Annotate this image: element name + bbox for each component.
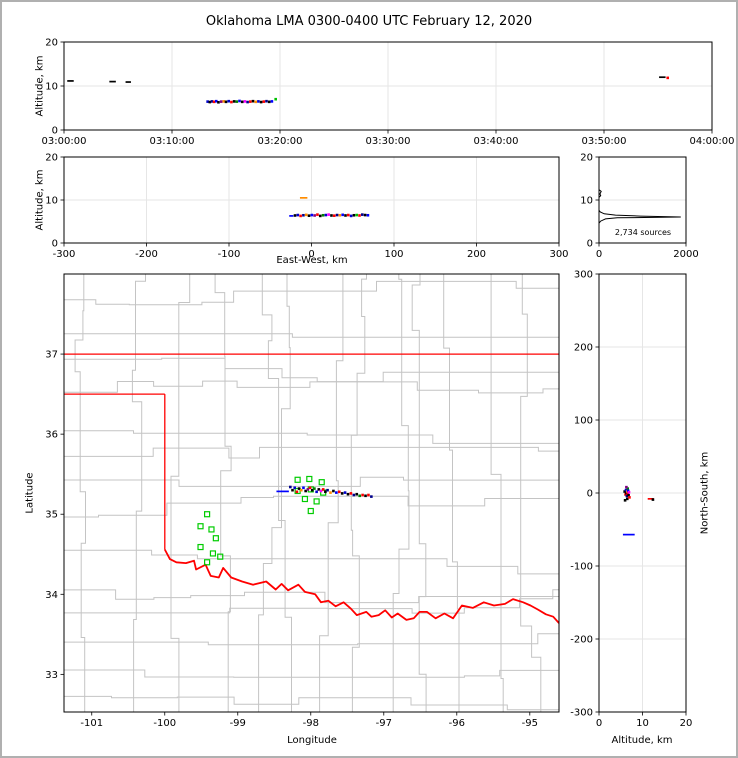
svg-text:0: 0	[52, 126, 58, 137]
alt_histogram-content	[599, 189, 686, 224]
svg-text:-300: -300	[53, 249, 76, 260]
ew_height-content	[64, 157, 559, 243]
svg-text:04:00:00: 04:00:00	[690, 136, 735, 147]
station-marker-icon	[318, 479, 325, 486]
svg-text:-300: -300	[570, 708, 593, 719]
svg-text:-100: -100	[218, 249, 241, 260]
svg-text:0: 0	[308, 249, 314, 260]
red-river-border	[164, 549, 559, 624]
svg-text:20: 20	[45, 38, 58, 49]
svg-text:0: 0	[596, 718, 602, 729]
svg-text:20: 20	[580, 153, 593, 164]
axis-label-north-south: North-South, km	[699, 451, 711, 535]
svg-text:35: 35	[45, 510, 58, 521]
plan_view-points	[289, 485, 373, 498]
station-marker-icon	[203, 511, 211, 518]
station-marker-icon	[313, 498, 320, 505]
svg-text:-100: -100	[153, 718, 176, 729]
ticks: 03:00:00 03:10:00 03:20:00 03:30:00 03:40:00…	[42, 38, 735, 148]
source-count-annotation: 2,734 sources	[614, 228, 672, 237]
gridlines	[64, 157, 559, 243]
station-marker-icon	[217, 553, 224, 560]
county-boundaries	[64, 274, 559, 712]
ticks: -101 -100 -99 -98 -97 -96 -95 33 34 35 36 37	[45, 350, 538, 729]
axis-label-east-west: East-West, km	[276, 255, 348, 266]
svg-text:10: 10	[580, 196, 593, 207]
svg-text:03:00:00: 03:00:00	[42, 136, 87, 147]
station-marker-icon	[197, 523, 204, 530]
plan_view-content	[64, 274, 559, 712]
axis-label-altitude-top: Altitude, km	[34, 55, 46, 117]
gridlines	[64, 42, 712, 130]
svg-text:300: 300	[549, 249, 568, 260]
svg-text:200: 200	[467, 249, 486, 260]
ticks: -300 -200 -100 0 100 200 300 0 10 20	[45, 153, 568, 261]
svg-text:0: 0	[587, 489, 593, 500]
ns_height-points	[623, 485, 655, 502]
ticks: 0 10 20 300 200 100 0 -100 -200 -300	[570, 270, 692, 730]
gridlines	[599, 274, 686, 712]
panel-alt_histogram: 0 2000 0 10 20	[580, 153, 698, 261]
svg-text:-96: -96	[449, 718, 465, 729]
station-marker-icon	[209, 550, 217, 557]
svg-text:-99: -99	[230, 718, 246, 729]
svg-text:10: 10	[636, 718, 649, 729]
svg-text:300: 300	[574, 270, 593, 281]
svg-text:0: 0	[52, 239, 58, 250]
station-marker-icon	[208, 526, 215, 533]
station-marker-icon	[197, 543, 204, 551]
time_height-content	[64, 42, 712, 130]
svg-text:03:40:00: 03:40:00	[474, 136, 519, 147]
svg-text:03:10:00: 03:10:00	[150, 136, 195, 147]
axis-label-latitude: Latitude	[24, 472, 36, 514]
svg-text:-98: -98	[303, 718, 319, 729]
svg-text:34: 34	[45, 590, 58, 601]
ticks: 0 2000 0 10 20	[580, 153, 698, 261]
svg-text:0: 0	[587, 239, 593, 250]
ew_height-points	[293, 213, 370, 218]
svg-text:-200: -200	[135, 249, 158, 260]
ns_height-content	[599, 274, 686, 712]
svg-text:03:20:00: 03:20:00	[258, 136, 303, 147]
figure-title: Oklahoma LMA 0300-0400 UTC February 12, …	[205, 14, 533, 29]
station-marker-icon	[203, 559, 211, 566]
station-marker-icon	[294, 476, 301, 483]
svg-text:2000: 2000	[673, 249, 698, 260]
axis-label-altitude-ew: Altitude, km	[34, 169, 46, 231]
svg-text:-97: -97	[376, 718, 392, 729]
station-marker-icon	[212, 535, 219, 542]
svg-text:-95: -95	[522, 718, 538, 729]
axis-label-longitude: Longitude	[287, 735, 337, 746]
panel-plan_view: -101 -100 -99 -98 -97 -96 -95 33 34 35 36 37	[45, 273, 560, 729]
svg-text:36: 36	[45, 430, 58, 441]
svg-text:10: 10	[45, 82, 58, 93]
station-marker-icon	[307, 507, 314, 515]
panel-ns_height: 0 10 20 300 200 100 0 -100 -200 -300	[570, 270, 692, 730]
svg-text:20: 20	[680, 718, 693, 729]
svg-text:03:50:00: 03:50:00	[582, 136, 627, 147]
svg-text:37: 37	[45, 350, 58, 361]
station-marker-icon	[301, 495, 309, 503]
svg-text:200: 200	[574, 343, 593, 354]
axis-label-altitude-ns: Altitude, km	[611, 735, 673, 746]
svg-text:03:30:00: 03:30:00	[366, 136, 411, 147]
panel-ew_height: -300 -200 -100 0 100 200 300 0 10 20	[45, 153, 568, 261]
time_height-points	[206, 76, 670, 104]
svg-text:0: 0	[596, 249, 602, 260]
svg-text:-101: -101	[80, 718, 103, 729]
svg-text:100: 100	[384, 249, 403, 260]
svg-text:33: 33	[45, 670, 58, 681]
panel-time_height: 03:00:00 03:10:00 03:20:00 03:30:00 03:40:00…	[42, 38, 735, 148]
svg-text:-100: -100	[570, 562, 593, 573]
altitude-histogram-line	[599, 189, 681, 224]
station-marker-icon	[306, 475, 313, 483]
svg-text:-200: -200	[570, 635, 593, 646]
svg-text:10: 10	[45, 196, 58, 207]
svg-text:20: 20	[45, 153, 58, 164]
axes-frame	[63, 273, 560, 713]
svg-text:100: 100	[574, 416, 593, 427]
